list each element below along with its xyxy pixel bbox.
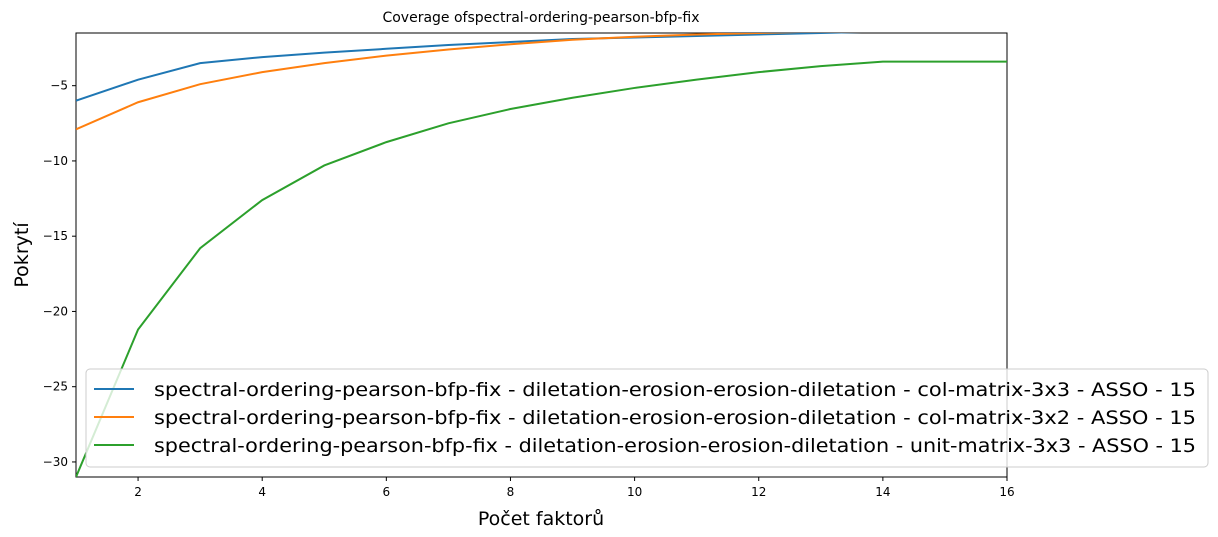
series-line-3 bbox=[76, 60, 1007, 477]
x-tick-label: 8 bbox=[507, 485, 515, 499]
series-line-2 bbox=[76, 33, 800, 131]
x-tick-label: 4 bbox=[258, 485, 266, 499]
legend-box bbox=[85, 368, 1209, 468]
x-tick-label: 10 bbox=[627, 485, 642, 499]
legend-label-2: spectral-ordering-pearson-bfp-fix - dile… bbox=[154, 407, 1196, 429]
legend: spectral-ordering-pearson-bfp-fix - dile… bbox=[85, 368, 1209, 468]
x-tick-label: 2 bbox=[134, 485, 142, 499]
x-tick-label: 12 bbox=[751, 485, 766, 499]
legend-label-3: spectral-ordering-pearson-bfp-fix - dile… bbox=[154, 435, 1196, 457]
x-tick-label: 6 bbox=[383, 485, 391, 499]
y-axis-ticks: −30 −25 −20 −15 −10 −5 bbox=[43, 79, 76, 469]
y-tick-label: −30 bbox=[43, 455, 68, 469]
y-tick-label: −20 bbox=[43, 304, 68, 318]
legend-label-1: spectral-ordering-pearson-bfp-fix - dile… bbox=[154, 379, 1196, 401]
y-tick-label: −5 bbox=[50, 79, 68, 93]
chart-title: Coverage ofspectral-ordering-pearson-bfp… bbox=[382, 10, 699, 26]
x-tick-label: 14 bbox=[875, 485, 890, 499]
series-layer bbox=[76, 33, 1007, 477]
y-axis-title: Pokrytí bbox=[11, 222, 33, 288]
x-axis-ticks: 2 4 6 8 10 12 14 16 bbox=[134, 477, 1015, 499]
series-line-1 bbox=[76, 33, 863, 102]
x-tick-label: 16 bbox=[999, 485, 1014, 499]
y-tick-label: −10 bbox=[43, 154, 68, 168]
x-axis-title: Počet faktorů bbox=[478, 508, 604, 530]
y-tick-label: −15 bbox=[43, 229, 68, 243]
y-tick-label: −25 bbox=[43, 380, 68, 394]
